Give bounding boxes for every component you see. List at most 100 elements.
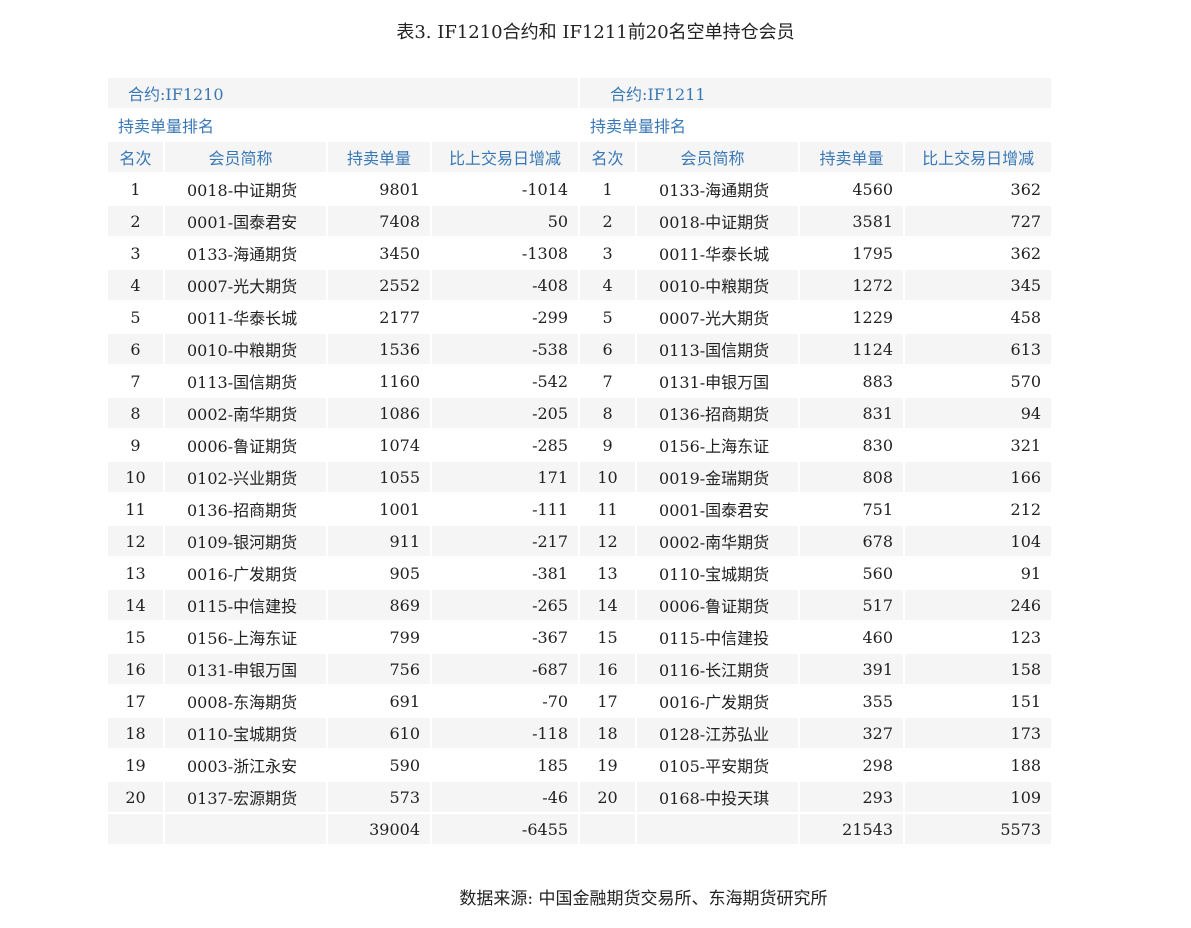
- left-member-cell: 0131-申银万国: [165, 654, 328, 686]
- right-member-cell: 0115-中信建投: [637, 622, 801, 654]
- left-short-volume-cell: 1074: [328, 430, 432, 462]
- right-short-volume-cell: 517: [800, 590, 906, 622]
- right-member-cell: 0113-国信期货: [637, 334, 801, 366]
- left-member-cell: 0137-宏源期货: [165, 782, 328, 814]
- left-member-cell: 0016-广发期货: [165, 558, 328, 590]
- table-row: 6 0010-中粮期货 1536 -538 6 0113-国信期货 1124 613: [108, 334, 1054, 366]
- right-change-cell: 173: [905, 718, 1054, 750]
- left-member-cell: 0102-兴业期货: [165, 462, 328, 494]
- left-member-cell: 0110-宝城期货: [165, 718, 328, 750]
- left-change-cell: -1308: [432, 238, 581, 270]
- left-short-volume-cell: 1160: [328, 366, 432, 398]
- right-member-cell: 0006-鲁证期货: [637, 590, 801, 622]
- table-row: 13 0016-广发期货 905 -381 13 0110-宝城期货 560 91: [108, 558, 1054, 590]
- left-short-volume-cell: 2552: [328, 270, 432, 302]
- left-rank-cell: 18: [108, 718, 165, 750]
- header-short-volume: 持卖单量: [328, 142, 432, 174]
- right-change-cell: 94: [905, 398, 1054, 430]
- right-member-cell: 0110-宝城期货: [637, 558, 801, 590]
- left-member-cell: 0109-银河期货: [165, 526, 328, 558]
- left-short-volume-cell: 1001: [328, 494, 432, 526]
- header-member: 会员简称: [637, 142, 801, 174]
- right-change-cell: 570: [905, 366, 1054, 398]
- totals-row: 39004 -6455 21543 5573: [108, 814, 1054, 846]
- left-change-cell: 185: [432, 750, 581, 782]
- left-short-volume-cell: 869: [328, 590, 432, 622]
- right-rank-cell: 3: [580, 238, 638, 270]
- right-member-cell: 0016-广发期货: [637, 686, 801, 718]
- right-member-cell: 0128-江苏弘业: [637, 718, 801, 750]
- left-short-volume-cell: 911: [328, 526, 432, 558]
- right-total-member: [637, 814, 801, 846]
- right-short-volume-cell: 355: [800, 686, 906, 718]
- right-member-cell: 0002-南华期货: [637, 526, 801, 558]
- left-short-volume-cell: 1086: [328, 398, 432, 430]
- right-rank-cell: 2: [580, 206, 638, 238]
- table-row: 10 0102-兴业期货 1055 171 10 0019-金瑞期货 808 166: [108, 462, 1054, 494]
- right-member-cell: 0010-中粮期货: [637, 270, 801, 302]
- right-short-volume-cell: 1229: [800, 302, 906, 334]
- table-title: 表3. IF1210合约和 IF1211前20名空单持仓会员: [396, 22, 795, 43]
- left-rank-cell: 3: [108, 238, 165, 270]
- right-short-volume-cell: 560: [800, 558, 906, 590]
- table-row: 11 0136-招商期货 1001 -111 11 0001-国泰君安 751 212: [108, 494, 1054, 526]
- left-rank-cell: 15: [108, 622, 165, 654]
- left-change-cell: -265: [432, 590, 581, 622]
- left-change-cell: -381: [432, 558, 581, 590]
- header-change: 比上交易日增减: [432, 142, 581, 174]
- left-change-cell: -285: [432, 430, 581, 462]
- right-rank-cell: 6: [580, 334, 638, 366]
- right-short-volume-cell: 830: [800, 430, 906, 462]
- right-short-volume-cell: 298: [800, 750, 906, 782]
- left-rank-cell: 16: [108, 654, 165, 686]
- left-change-cell: -70: [432, 686, 581, 718]
- left-change-cell: -205: [432, 398, 581, 430]
- left-short-volume-cell: 905: [328, 558, 432, 590]
- left-member-cell: 0156-上海东证: [165, 622, 328, 654]
- left-rank-cell: 12: [108, 526, 165, 558]
- table-row: 1 0018-中证期货 9801 -1014 1 0133-海通期货 4560 362: [108, 174, 1054, 206]
- short-positions-table: 合约:IF1210 合约:IF1211 持卖单量排名 持卖单量排名 名次 会员简称…: [108, 78, 1054, 846]
- table-row: 12 0109-银河期货 911 -217 12 0002-南华期货 678 104: [108, 526, 1054, 558]
- right-short-volume-cell: 1124: [800, 334, 906, 366]
- left-total-rank: [108, 814, 165, 846]
- left-member-cell: 0008-东海期货: [165, 686, 328, 718]
- table-row: 2 0001-国泰君安 7408 50 2 0018-中证期货 3581 727: [108, 206, 1054, 238]
- left-short-volume-cell: 799: [328, 622, 432, 654]
- right-change-cell: 321: [905, 430, 1054, 462]
- left-change-cell: -687: [432, 654, 581, 686]
- right-short-volume-cell: 293: [800, 782, 906, 814]
- left-change-cell: -46: [432, 782, 581, 814]
- right-short-volume-cell: 678: [800, 526, 906, 558]
- left-rank-cell: 17: [108, 686, 165, 718]
- right-change-cell: 123: [905, 622, 1054, 654]
- table-row: 5 0011-华泰长城 2177 -299 5 0007-光大期货 1229 458: [108, 302, 1054, 334]
- left-contract-label: 合约:IF1210: [108, 78, 581, 110]
- right-member-cell: 0007-光大期货: [637, 302, 801, 334]
- left-short-volume-cell: 573: [328, 782, 432, 814]
- table-row: 4 0007-光大期货 2552 -408 4 0010-中粮期货 1272 345: [108, 270, 1054, 302]
- right-member-cell: 0001-国泰君安: [637, 494, 801, 526]
- table-row: 20 0137-宏源期货 573 -46 20 0168-中投天琪 293 109: [108, 782, 1054, 814]
- left-rank-cell: 14: [108, 590, 165, 622]
- right-section-label: 持卖单量排名: [580, 110, 1054, 142]
- left-member-cell: 0011-华泰长城: [165, 302, 328, 334]
- right-rank-cell: 7: [580, 366, 638, 398]
- left-member-cell: 0010-中粮期货: [165, 334, 328, 366]
- left-short-volume-cell: 610: [328, 718, 432, 750]
- right-member-cell: 0116-长江期货: [637, 654, 801, 686]
- right-total-rank: [580, 814, 638, 846]
- left-rank-cell: 6: [108, 334, 165, 366]
- right-rank-cell: 8: [580, 398, 638, 430]
- left-rank-cell: 8: [108, 398, 165, 430]
- right-change-cell: 212: [905, 494, 1054, 526]
- right-change-cell: 104: [905, 526, 1054, 558]
- left-rank-cell: 5: [108, 302, 165, 334]
- table-row: 18 0110-宝城期货 610 -118 18 0128-江苏弘业 327 173: [108, 718, 1054, 750]
- left-rank-cell: 1: [108, 174, 165, 206]
- right-rank-cell: 15: [580, 622, 638, 654]
- left-change-cell: -1014: [432, 174, 581, 206]
- right-rank-cell: 17: [580, 686, 638, 718]
- right-short-volume-cell: 4560: [800, 174, 906, 206]
- left-short-volume-cell: 9801: [328, 174, 432, 206]
